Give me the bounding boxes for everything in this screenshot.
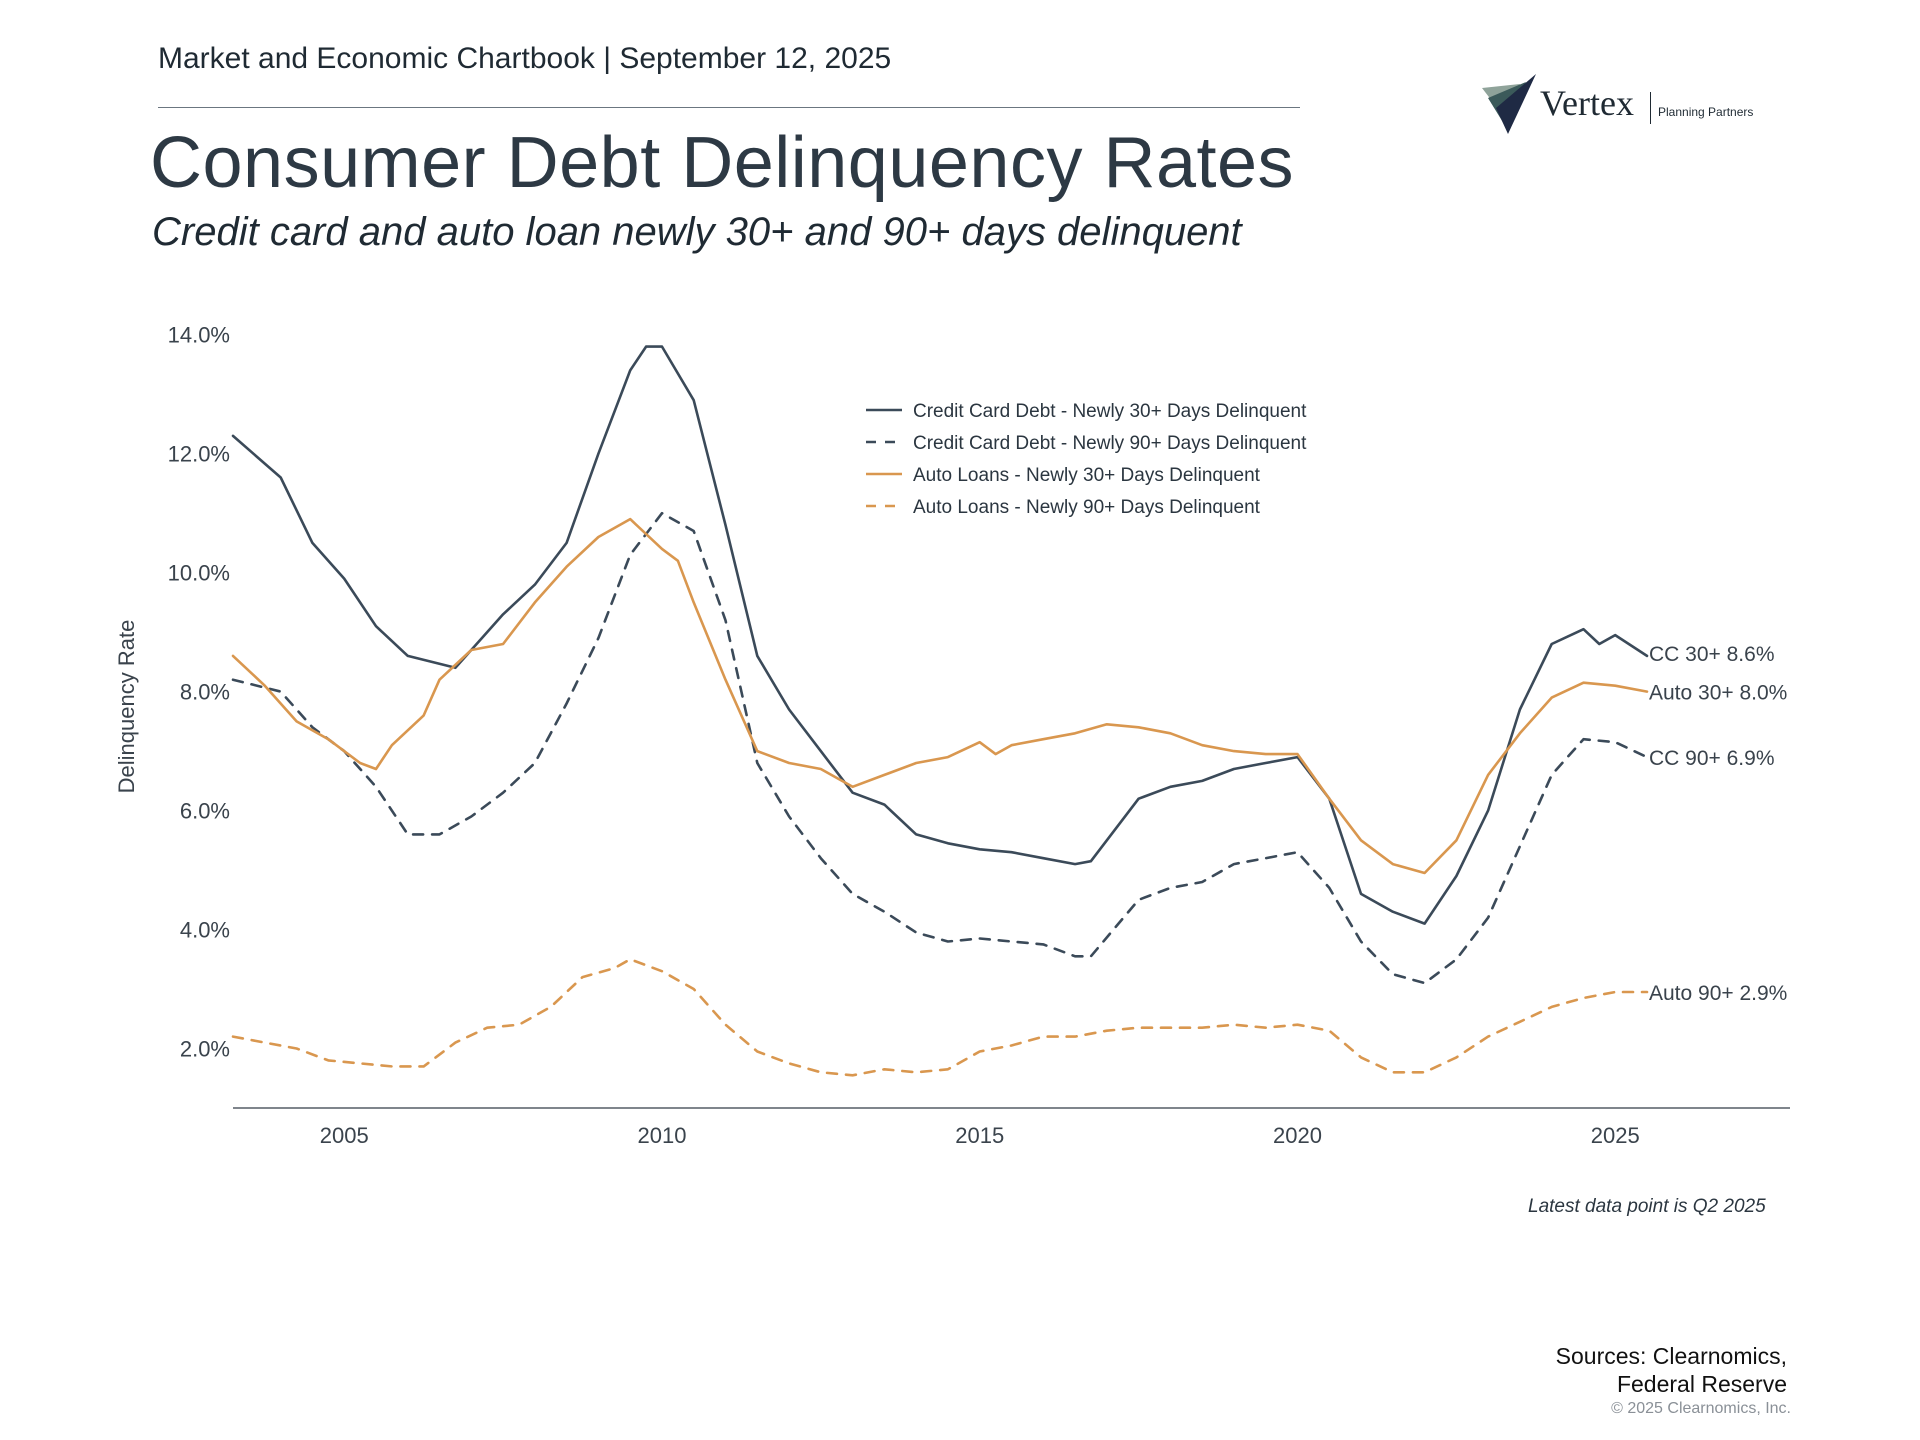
logo-wordmark: Vertex (1540, 83, 1634, 123)
chartbook-header: Market and Economic Chartbook | Septembe… (158, 42, 892, 75)
x-tick-label: 2025 (1591, 1123, 1640, 1148)
x-tick-label: 2015 (955, 1123, 1004, 1148)
y-tick-label: 12.0% (168, 442, 230, 467)
page-title: Consumer Debt Delinquency Rates (150, 123, 1295, 203)
y-tick-label: 8.0% (180, 680, 230, 705)
sources-line-1: Sources: Clearnomics, (1555, 1343, 1787, 1369)
series-end-label-4: Auto 90+ 2.9% (1649, 982, 1787, 1005)
sources: Sources: Clearnomics, Federal Reserve (1556, 1342, 1787, 1398)
series-end-label-1: CC 30+ 8.6% (1649, 643, 1775, 666)
legend-entry-4: Auto Loans - Newly 90+ Days Delinquent (913, 497, 1261, 518)
series-line-1 (231, 345, 1649, 925)
copyright: © 2025 Clearnomics, Inc. (1611, 1400, 1791, 1417)
x-tick-label: 2010 (637, 1123, 686, 1148)
series-line-3 (231, 517, 1649, 875)
y-axis-label: Delinquency Rate (114, 620, 139, 794)
header-divider (158, 107, 1300, 108)
page-subtitle: Credit card and auto loan newly 30+ and … (152, 210, 1242, 254)
x-tick-label: 2005 (320, 1123, 369, 1148)
series-line-4 (231, 958, 1649, 1077)
y-tick-label: 10.0% (168, 561, 230, 586)
y-tick-label: 2.0% (180, 1037, 230, 1062)
series-line-2 (231, 511, 1649, 985)
y-tick-label: 6.0% (180, 799, 230, 824)
logo-divider (1650, 92, 1651, 124)
x-tick-label: 2020 (1273, 1123, 1322, 1148)
vertex-logo-mark-icon (1482, 74, 1536, 134)
series-end-label-2: CC 90+ 6.9% (1649, 747, 1775, 770)
vertex-logo: Vertex Planning Partners (1480, 70, 1780, 142)
latest-data-note: Latest data point is Q2 2025 (1528, 1196, 1766, 1217)
logo-tagline: Planning Partners (1658, 105, 1754, 119)
y-tick-label: 4.0% (180, 918, 230, 943)
legend-entry-2: Credit Card Debt - Newly 90+ Days Delinq… (913, 433, 1307, 454)
y-tick-label: 14.0% (168, 323, 230, 348)
legend-entry-1: Credit Card Debt - Newly 30+ Days Delinq… (913, 401, 1307, 422)
legend-entry-3: Auto Loans - Newly 30+ Days Delinquent (913, 465, 1261, 486)
sources-line-2: Federal Reserve (1616, 1371, 1787, 1397)
series-end-label-3: Auto 30+ 8.0% (1649, 682, 1787, 705)
